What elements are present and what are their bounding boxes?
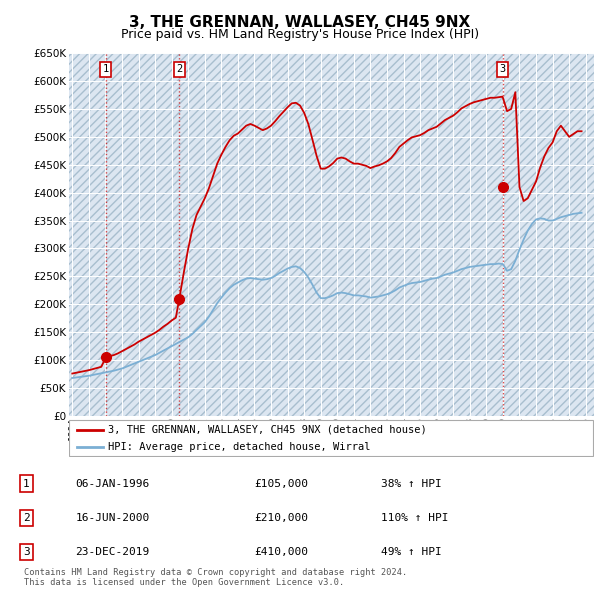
Text: 23-DEC-2019: 23-DEC-2019 xyxy=(76,547,149,557)
FancyBboxPatch shape xyxy=(69,419,593,457)
Text: 2: 2 xyxy=(176,64,182,74)
Text: Price paid vs. HM Land Registry's House Price Index (HPI): Price paid vs. HM Land Registry's House … xyxy=(121,28,479,41)
Text: 06-JAN-1996: 06-JAN-1996 xyxy=(76,479,149,489)
Text: 3, THE GRENNAN, WALLASEY, CH45 9NX (detached house): 3, THE GRENNAN, WALLASEY, CH45 9NX (deta… xyxy=(109,425,427,435)
Text: 3: 3 xyxy=(23,547,30,557)
Text: 3, THE GRENNAN, WALLASEY, CH45 9NX: 3, THE GRENNAN, WALLASEY, CH45 9NX xyxy=(130,15,470,30)
Text: 1: 1 xyxy=(103,64,109,74)
Text: 49% ↑ HPI: 49% ↑ HPI xyxy=(380,547,442,557)
Text: Contains HM Land Registry data © Crown copyright and database right 2024.
This d: Contains HM Land Registry data © Crown c… xyxy=(24,568,407,587)
Text: 16-JUN-2000: 16-JUN-2000 xyxy=(76,513,149,523)
Text: HPI: Average price, detached house, Wirral: HPI: Average price, detached house, Wirr… xyxy=(109,441,371,451)
Text: 2: 2 xyxy=(23,513,30,523)
Text: 1: 1 xyxy=(23,479,30,489)
Text: £410,000: £410,000 xyxy=(254,547,308,557)
Text: £210,000: £210,000 xyxy=(254,513,308,523)
Text: 3: 3 xyxy=(499,64,506,74)
Text: 110% ↑ HPI: 110% ↑ HPI xyxy=(380,513,448,523)
Text: £105,000: £105,000 xyxy=(254,479,308,489)
Text: 38% ↑ HPI: 38% ↑ HPI xyxy=(380,479,442,489)
